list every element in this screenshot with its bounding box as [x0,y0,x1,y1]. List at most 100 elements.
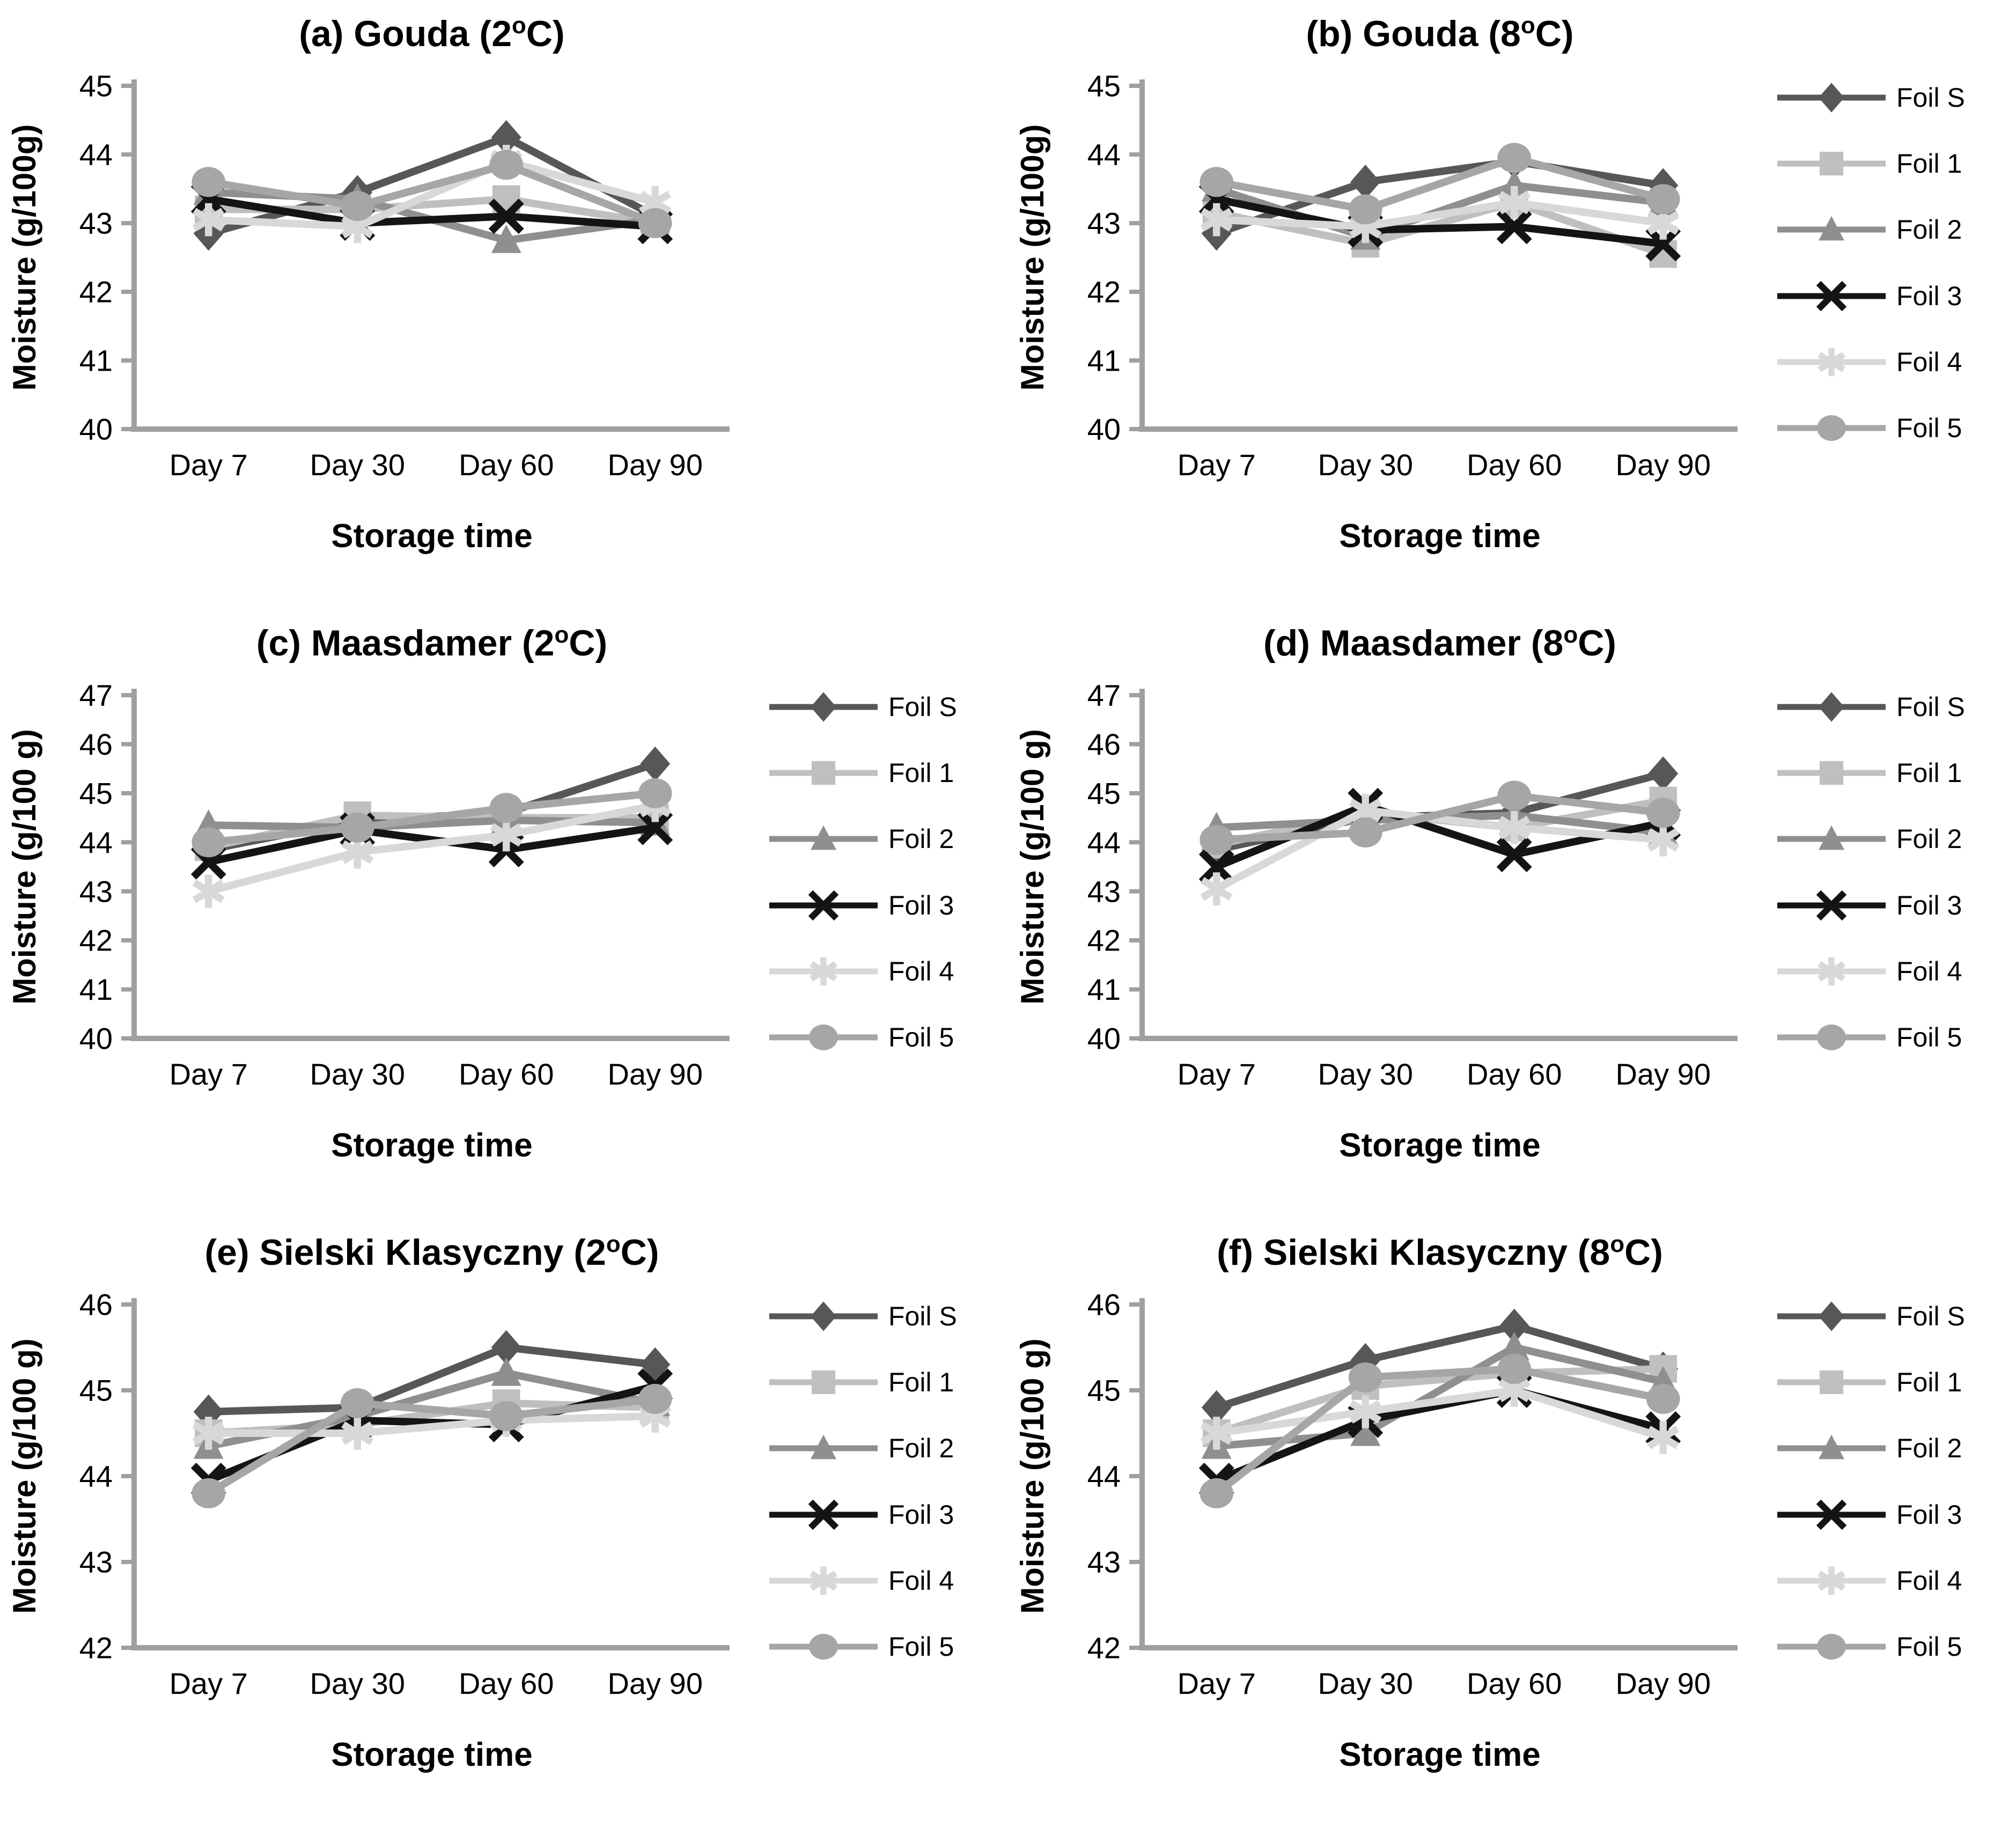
legend-label: Foil 3 [888,890,954,920]
legend-label: Foil 5 [1896,1022,1962,1052]
circle-marker-icon [1646,184,1680,215]
asterisk-marker-icon [192,874,225,908]
x-marker-icon [808,890,839,920]
x-tick-label: Day 60 [1467,448,1562,482]
x-tick-label: Day 7 [1178,448,1256,482]
x-marker-icon [488,198,524,234]
y-tick-label: 41 [1087,972,1121,1006]
triangle-marker-icon [1499,169,1529,198]
legend-swatch-triangle-icon [1777,825,1886,850]
x-tick-label: Day 60 [459,1667,554,1700]
legend: Foil S Foil 1 Foil 2 Foil 3 Foil 4 Foil 5 [767,1299,957,1664]
diamond-marker-icon [1350,165,1381,200]
legend-swatch-diamond-icon [1777,692,1886,722]
y-tick-label: 44 [79,825,113,859]
y-tick-label: 42 [79,1631,113,1665]
legend-item-foil-2: Foil 2 [1775,1431,1965,1465]
triangle-marker-icon [1819,216,1844,241]
legend-swatch-circle-icon [769,1633,878,1660]
y-tick-label: 42 [79,924,113,957]
legend-label: Foil 4 [1896,1565,1962,1596]
y-tick-label: 42 [1087,924,1121,957]
triangle-marker-icon [811,1435,836,1460]
asterisk-marker-icon [1647,823,1680,857]
legend-item-foil-s: Foil S [1775,80,1965,115]
legend-swatch-diamond-icon [1777,1301,1886,1331]
x-marker-icon [1198,849,1234,884]
y-tick-label: 42 [1087,275,1121,309]
x-tick-label: Day 30 [310,1667,405,1700]
diamond-marker-icon [811,692,836,722]
legend-label: Foil 3 [1896,281,1962,311]
asterisk-marker-icon [1647,1421,1680,1454]
circle-marker-icon [1348,817,1382,847]
x-marker-icon [1496,837,1532,873]
diamond-marker-icon [1819,1301,1844,1331]
legend-swatch-square-icon [1777,1370,1886,1395]
y-tick-label: 45 [1087,1374,1121,1407]
legend-swatch-circle-icon [769,1024,878,1050]
legend-item-foil-3: Foil 3 [1775,279,1965,313]
x-tick-label: Day 30 [1318,1667,1413,1700]
legend-label: Foil 4 [888,1565,954,1596]
legend-swatch-circle-icon [1777,415,1886,441]
x-tick-label: Day 90 [1616,1667,1711,1700]
y-tick-label: 46 [1087,1288,1121,1322]
legend-label: Foil 2 [888,824,954,854]
legend-item-foil-2: Foil 2 [1775,822,1965,856]
y-tick-label: 46 [1087,727,1121,761]
diamond-marker-icon [491,120,521,155]
triangle-marker-icon [1819,825,1844,850]
x-marker-icon [1816,281,1847,311]
legend-label: Foil S [1896,692,1965,722]
legend-swatch-x-icon [1777,281,1886,311]
triangle-marker-icon [491,224,521,253]
legend-swatch-square-icon [769,1370,878,1395]
y-tick-label: 43 [79,207,113,240]
legend-item-foil-3: Foil 3 [767,1498,957,1532]
panel-f: (f) Sielski Klasyczny (8oC) 46 45 44 43 42 Day… [1008,1219,2016,1828]
legend-item-foil-4: Foil 4 [767,954,957,989]
legend-label: Foil 1 [1896,1367,1962,1398]
circle-marker-icon [1348,1362,1382,1392]
panel-e: (e) Sielski Klasyczny (2oC) 46 45 44 43 42 Day… [0,1219,1008,1828]
x-marker-icon [1496,209,1532,245]
legend-swatch-asterisk-icon [1777,957,1886,986]
legend-label: Foil 2 [1896,215,1962,245]
square-marker-icon [811,761,836,785]
circle-marker-icon [192,827,226,858]
legend-swatch-asterisk-icon [1777,348,1886,377]
chart-title: (f) Sielski Klasyczny (8oC) [1217,1231,1663,1273]
asterisk-marker-icon [810,1566,837,1595]
chart-title: (c) Maasdamer (2oC) [256,622,607,664]
legend-swatch-square-icon [1777,761,1886,785]
y-axis-title: Moisture (g/100g) [6,124,42,391]
y-axis-title: Moisture (g/100 g) [1014,729,1050,1004]
legend-swatch-diamond-icon [1777,83,1886,113]
legend-label: Foil 2 [888,1433,954,1464]
asterisk-marker-icon [1498,186,1531,219]
circle-marker-icon [489,150,524,180]
circle-marker-icon [1200,167,1234,197]
legend-label: Foil 4 [888,956,954,986]
x-tick-label: Day 30 [1318,1057,1413,1091]
legend-swatch-x-icon [769,1499,878,1530]
y-tick-label: 45 [79,776,113,810]
circle-marker-icon [489,1401,524,1431]
square-marker-icon [811,1370,836,1395]
legend-item-foil-5: Foil 5 [767,1020,957,1055]
circle-marker-icon [1348,194,1382,225]
y-tick-label: 43 [79,1545,113,1579]
legend-label: Foil 5 [1896,1631,1962,1662]
series-foil-5 [1200,143,1680,225]
chart-e: (e) Sielski Klasyczny (2oC) 46 45 44 43 42 Day… [6,1231,730,1773]
triangle-marker-icon [1819,1435,1844,1460]
legend-item-foil-3: Foil 3 [1775,1498,1965,1532]
x-tick-label: Day 7 [1178,1667,1256,1700]
series-foil-5 [192,778,672,858]
x-tick-label: Day 60 [1467,1667,1562,1700]
y-tick-label: 47 [1087,679,1121,712]
panel-a: (a) Gouda (2oC) 45 44 43 42 41 40 Day 7 Day 30 Da… [0,0,1008,609]
legend-item-foil-5: Foil 5 [1775,411,1965,445]
circle-marker-icon [340,191,374,221]
